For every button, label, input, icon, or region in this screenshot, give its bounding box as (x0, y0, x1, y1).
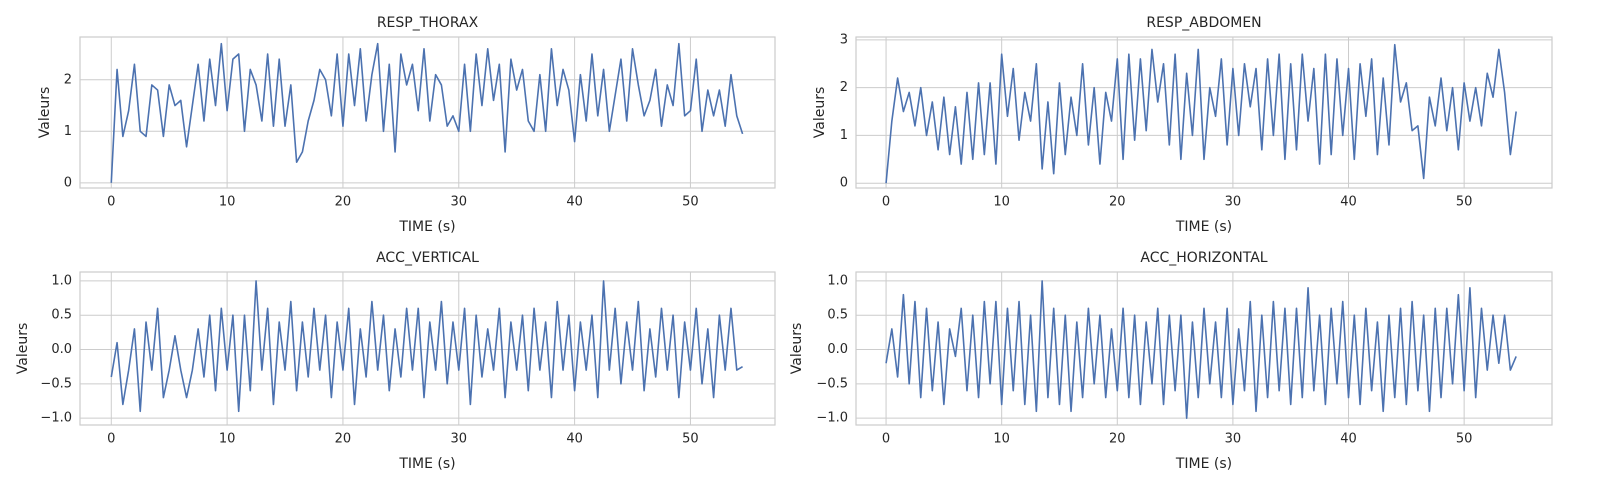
x-tick-label: 20 (1109, 195, 1126, 210)
y-axis-label: Valeurs (37, 87, 53, 139)
y-tick-label: −0.5 (40, 376, 72, 391)
x-axis-label: TIME (s) (398, 456, 455, 472)
y-tick-label: −1.0 (40, 411, 72, 426)
x-tick-label: 20 (335, 195, 352, 210)
x-tick-label: 50 (1456, 432, 1473, 447)
y-tick-label: 1 (64, 124, 72, 139)
axes-frame (855, 271, 1553, 426)
x-tick-label: 40 (566, 432, 583, 447)
signal-line (110, 42, 744, 183)
x-tick-label: 40 (1340, 195, 1357, 210)
axes-frame (855, 36, 1553, 189)
y-tick-label: 2 (64, 72, 72, 87)
axes-frame (79, 36, 776, 189)
x-axis-label: TIME (s) (1175, 219, 1232, 235)
x-tick-label: 0 (882, 195, 890, 210)
x-tick-label: 50 (682, 432, 699, 447)
x-tick-label: 0 (107, 432, 115, 447)
y-tick-label: 3 (840, 32, 848, 47)
x-tick-label: 30 (451, 432, 468, 447)
x-axis-label: TIME (s) (1175, 456, 1232, 472)
y-tick-label: 0.5 (827, 308, 848, 323)
y-tick-label: 1 (840, 128, 848, 143)
y-tick-label: 0 (840, 176, 848, 191)
x-tick-label: 10 (219, 195, 236, 210)
y-tick-label: 0.0 (51, 342, 72, 357)
x-tick-label: 40 (566, 195, 583, 210)
x-tick-label: 30 (1225, 432, 1242, 447)
chart-title: ACC_VERTICAL (376, 250, 479, 266)
x-axis-label: TIME (s) (398, 219, 455, 235)
x-tick-label: 10 (993, 432, 1010, 447)
signal-line (885, 280, 1517, 419)
y-tick-label: 0.5 (51, 308, 72, 323)
x-tick-label: 30 (451, 195, 468, 210)
chart-title: RESP_ABDOMEN (1146, 15, 1261, 31)
y-axis-label: Valeurs (812, 87, 828, 139)
y-tick-label: 2 (840, 80, 848, 95)
x-tick-label: 20 (1109, 432, 1126, 447)
x-tick-label: 10 (219, 432, 236, 447)
y-axis-label: Valeurs (789, 323, 805, 375)
x-tick-label: 50 (682, 195, 699, 210)
axes-frame (79, 271, 776, 426)
y-tick-label: −0.5 (816, 376, 848, 391)
x-tick-label: 30 (1225, 195, 1242, 210)
x-tick-label: 20 (335, 432, 352, 447)
x-tick-label: 0 (882, 432, 890, 447)
x-tick-label: 40 (1340, 432, 1357, 447)
y-tick-label: 0 (64, 175, 72, 190)
signal-line (110, 280, 743, 413)
y-tick-label: 1.0 (51, 273, 72, 288)
chart-title: RESP_THORAX (377, 15, 479, 31)
y-tick-label: 1.0 (827, 273, 848, 288)
y-axis-label: Valeurs (15, 323, 31, 375)
y-tick-label: −1.0 (816, 411, 848, 426)
x-tick-label: 50 (1456, 195, 1473, 210)
signal-line (885, 43, 1517, 184)
y-tick-label: 0.0 (827, 342, 848, 357)
x-tick-label: 10 (993, 195, 1010, 210)
chart-title: ACC_HORIZONTAL (1140, 250, 1267, 266)
x-tick-label: 0 (107, 195, 115, 210)
